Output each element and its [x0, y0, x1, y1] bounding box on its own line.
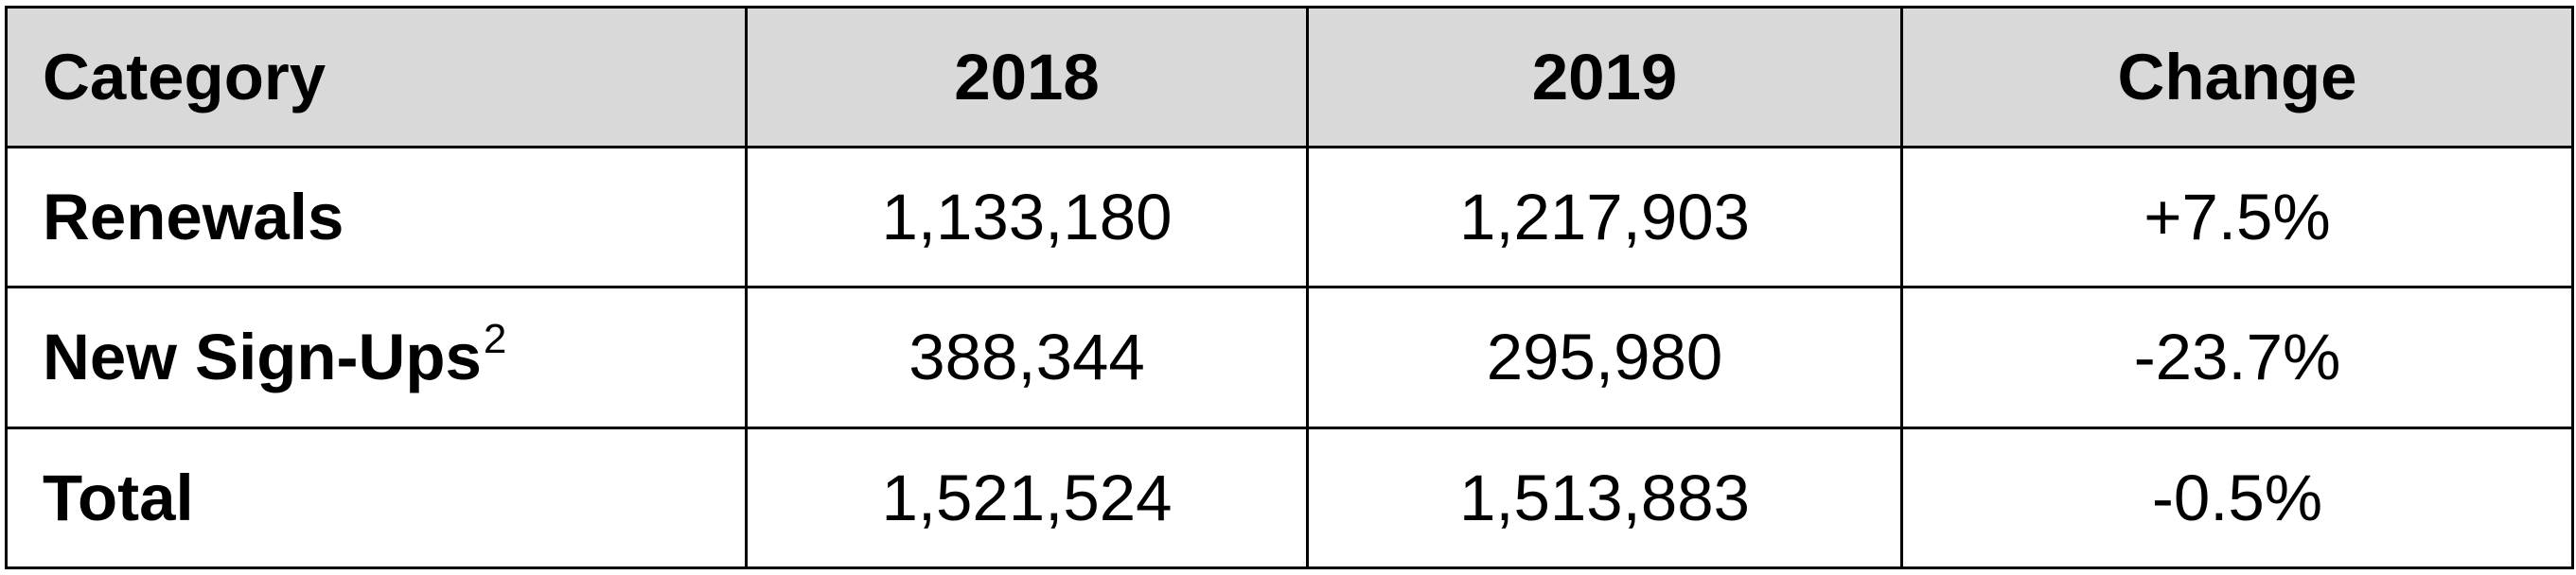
row-category-cell: Total [5, 426, 748, 570]
row-change-value: -23.7% [1900, 286, 2574, 429]
row-2018-value: 1,133,180 [745, 145, 1309, 289]
header-row: Category 2018 2019 Change [5, 6, 2574, 148]
row-category-label: New Sign-Ups [43, 321, 482, 394]
row-category-label: Renewals [43, 181, 344, 254]
row-category-cell: Renewals [5, 145, 748, 289]
row-change-value: +7.5% [1900, 145, 2574, 289]
table-row: Total 1,521,524 1,513,883 -0.5% [5, 426, 2574, 570]
header-2018: 2018 [745, 6, 1309, 148]
table-row: Renewals 1,133,180 1,217,903 +7.5% [5, 145, 2574, 289]
footnote-marker: 2 [483, 316, 507, 363]
table-row: New Sign-Ups2 388,344 295,980 -23.7% [5, 286, 2574, 429]
header-2019: 2019 [1306, 6, 1903, 148]
membership-table: Category 2018 2019 Change Renewals 1,133… [5, 6, 2574, 570]
row-2018-value: 1,521,524 [745, 426, 1309, 570]
row-category-cell: New Sign-Ups2 [5, 286, 748, 429]
row-2019-value: 295,980 [1306, 286, 1903, 429]
row-2018-value: 388,344 [745, 286, 1309, 429]
row-change-value: -0.5% [1900, 426, 2574, 570]
header-category: Category [5, 6, 748, 148]
row-2019-value: 1,513,883 [1306, 426, 1903, 570]
header-change: Change [1900, 6, 2574, 148]
row-2019-value: 1,217,903 [1306, 145, 1903, 289]
row-category-label: Total [43, 461, 194, 534]
